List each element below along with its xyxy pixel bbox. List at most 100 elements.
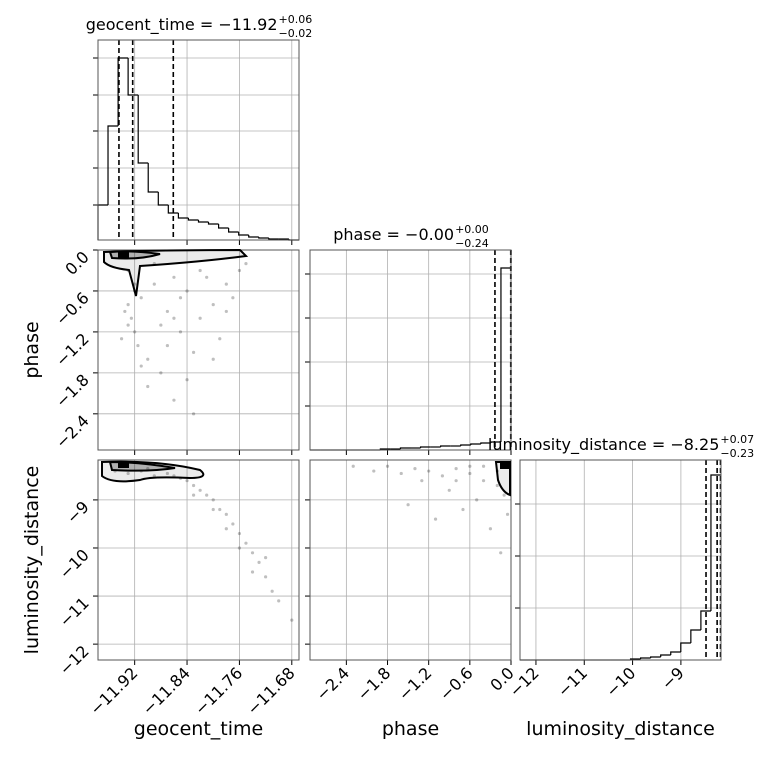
- y-tick-label: −1.8: [52, 370, 93, 411]
- title-sub: −0.24: [455, 237, 489, 250]
- y-tick-label: −2.4: [52, 411, 93, 452]
- sample-point: [139, 364, 143, 368]
- sample-point: [231, 522, 235, 526]
- sample-point: [224, 527, 228, 531]
- title-sub: −0.02: [279, 27, 313, 40]
- x-tick-label: −10: [602, 663, 639, 700]
- sample-point: [211, 357, 215, 361]
- sample-point: [172, 275, 176, 279]
- sample-point: [244, 262, 248, 266]
- y-tick-label: −10: [56, 545, 93, 582]
- sample-point: [146, 357, 150, 361]
- hist-bin: [177, 213, 189, 219]
- sample-point: [488, 527, 493, 531]
- sample-point: [224, 282, 228, 286]
- density-peak: [118, 251, 129, 258]
- contour: [103, 248, 249, 297]
- hist-bin: [419, 446, 431, 448]
- density-peak: [500, 461, 509, 469]
- sample-point: [159, 323, 163, 327]
- sample-point: [413, 467, 417, 471]
- sample-point: [468, 464, 472, 468]
- hist-bin: [248, 235, 259, 238]
- sample-point: [119, 337, 124, 341]
- sample-point: [468, 471, 472, 476]
- sample-point: [481, 479, 486, 483]
- sample-point: [198, 268, 202, 273]
- sample-point: [218, 507, 222, 512]
- panel-frame: [309, 459, 512, 661]
- sample-point: [205, 275, 209, 279]
- sample-point: [250, 570, 255, 574]
- sample-point: [505, 512, 510, 516]
- sample-point: [211, 303, 215, 307]
- sample-point: [165, 343, 170, 348]
- sample-point: [399, 471, 403, 476]
- hist-bin: [490, 441, 501, 443]
- hist-bin: [97, 204, 109, 240]
- panel-frame: [97, 39, 300, 241]
- sample-point: [499, 551, 503, 555]
- hist-bin: [137, 95, 149, 164]
- sample-point: [224, 512, 228, 516]
- hist-bin: [650, 656, 661, 658]
- x-tick-label: −1.8: [353, 663, 394, 704]
- hist-bin: [660, 654, 671, 657]
- sample-point: [427, 469, 431, 473]
- hist-bin: [167, 205, 179, 214]
- x-tick-label: −11.84: [139, 663, 194, 718]
- hist-bin: [500, 267, 511, 442]
- hist-bin: [127, 58, 139, 96]
- sample-point: [224, 309, 228, 314]
- sample-point: [270, 589, 274, 593]
- hist-bin: [670, 651, 681, 655]
- y-axis-label: luminosity_distance: [21, 466, 43, 655]
- sample-point: [475, 498, 479, 502]
- sample-point: [172, 316, 176, 320]
- sample-point: [172, 398, 176, 402]
- sample-point: [250, 551, 255, 555]
- hist-bin: [157, 192, 169, 206]
- sample-point: [185, 479, 189, 483]
- panel-frame: [97, 459, 300, 661]
- sample-point: [502, 493, 506, 497]
- title-sub: −0.23: [720, 447, 754, 460]
- sample-point: [136, 343, 140, 348]
- panel-frame: [309, 249, 512, 451]
- hist-bin: [197, 220, 209, 223]
- y-tick-label: −9: [63, 497, 93, 527]
- sample-point: [126, 471, 130, 476]
- sample-point: [211, 498, 215, 502]
- sample-point: [461, 507, 465, 512]
- hist-bin: [258, 237, 269, 239]
- sample-point: [198, 488, 202, 492]
- sample-point: [133, 330, 137, 334]
- sample-point: [237, 531, 242, 536]
- sample-point: [198, 316, 202, 320]
- sample-point: [211, 507, 215, 512]
- x-tick-label: −2.4: [312, 663, 353, 704]
- sample-point: [129, 316, 133, 320]
- sample-point: [191, 483, 196, 488]
- panel-title: luminosity_distance = −8.25: [488, 435, 719, 455]
- sample-point: [205, 493, 209, 497]
- sample-point: [351, 464, 355, 468]
- sample-point: [495, 483, 499, 488]
- x-axis-label: phase: [382, 718, 439, 740]
- sample-point: [454, 479, 458, 483]
- sample-point: [290, 618, 294, 622]
- sample-point: [139, 296, 143, 300]
- sample-point: [185, 378, 189, 382]
- hist-bin: [640, 657, 651, 659]
- sample-point: [185, 289, 189, 293]
- x-tick-label: −11.92: [86, 663, 141, 718]
- hist-bin: [268, 238, 279, 240]
- y-tick-label: −11: [56, 593, 93, 630]
- panel: −12 −11 −10 −9 luminosity_distance = −8.25 +0…: [488, 433, 754, 701]
- y-tick-label: −0.6: [52, 288, 93, 329]
- sample-point: [178, 330, 183, 334]
- sample-point: [152, 282, 156, 286]
- y-tick-label: 0.0: [61, 247, 92, 278]
